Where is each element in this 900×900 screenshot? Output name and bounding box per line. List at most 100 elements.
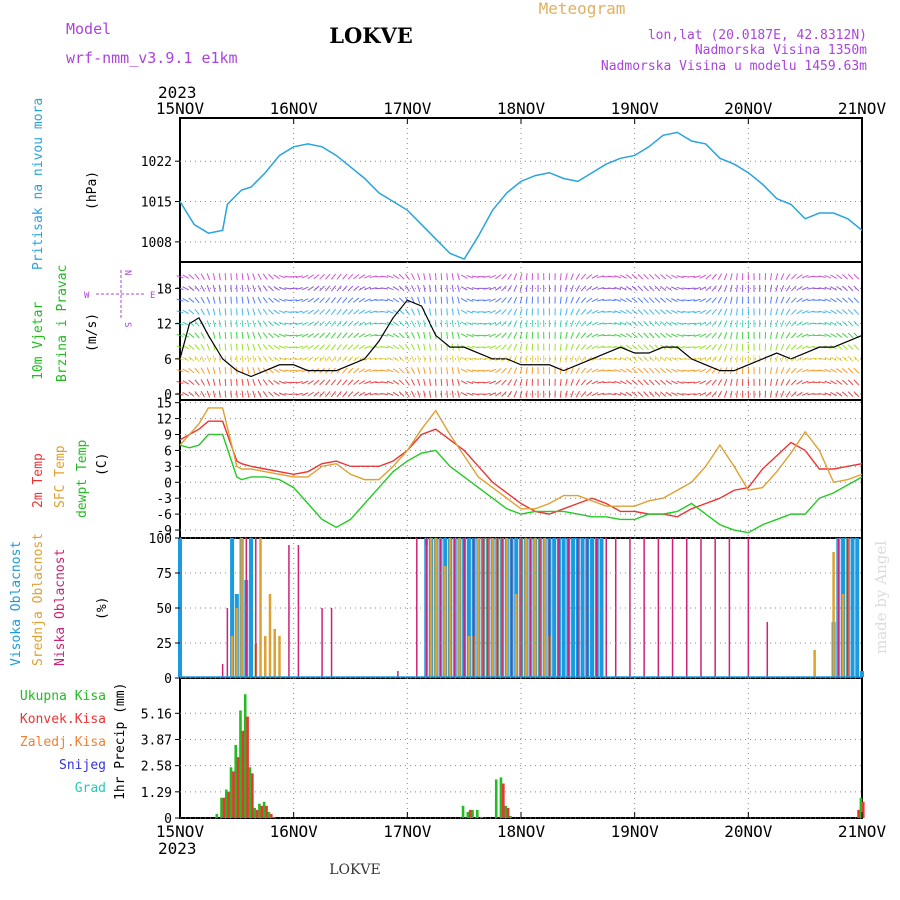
wind-arrow [218,308,221,316]
wind-arrow [501,309,507,315]
wind-arrow [841,273,848,280]
wind-arrow [423,343,426,351]
wind-arrow [200,355,205,363]
wind-arrow [336,355,342,362]
wind-arrow [614,369,622,373]
wind-arrow [268,309,274,315]
wind-arrow [353,297,360,303]
wind-arrow [693,298,701,302]
wind-arrow [257,308,262,316]
wind-arrow [336,273,342,280]
wind-arrow [212,378,216,386]
wind-arrow [313,344,320,350]
day-label: 15NOV [156,822,205,841]
cloud-mid-bar [268,594,272,677]
wind-arrow [841,356,848,362]
wind-arrow [398,285,405,292]
wind-arrow [525,343,528,351]
wind-arrow [501,379,507,386]
wind-arrow [785,273,791,280]
wind-arrow [325,285,331,292]
wind-arrow [796,333,803,338]
wind-arrow [730,284,733,292]
wind-arrow [200,285,205,292]
wind-arrow [466,368,474,373]
wind-arrow [194,320,200,327]
wind-arrow [643,379,649,386]
wind-arrow [519,273,523,281]
wind-arrow [660,332,667,339]
wind-arrow [241,296,244,304]
wind-arrow [565,296,568,304]
wind-arrow [268,344,274,350]
wind-arrow [236,273,238,281]
wind-arrow [347,367,354,374]
wind-arrow [507,390,512,398]
wind-arrow [770,343,773,351]
wind-arrow [559,296,562,304]
wind-arrow [423,320,426,328]
wind-arrow [386,333,394,338]
wind-arrow [241,343,244,351]
y-tick-label: 6 [164,444,172,459]
wind-arrow [619,392,627,397]
wind-arrow [236,343,238,351]
wind-arrow [775,343,779,351]
wind-arrow [824,392,832,396]
wind-arrow [824,333,832,338]
wind-arrow [347,332,354,339]
wind-arrow [398,273,405,280]
wind-arrow [206,296,211,304]
wind-arrow [188,356,195,362]
wind-arrow [252,331,256,339]
cloud-low-bar [472,538,475,677]
day-labels-bottom: 15NOV 16NOV 17NOV 18NOV 19NOV 20NOV 21NOV [156,822,887,841]
wind-arrow [188,391,195,397]
compass-n: N [122,270,132,275]
temp-unit: (C) [95,453,110,476]
wind-arrow [466,298,474,302]
wind-arrow [780,378,785,386]
wind-arrow [711,273,717,280]
wind-arrow [369,357,377,361]
wind-arrow [404,367,410,374]
wind-arrow [625,391,633,397]
wind-arrow [325,297,331,304]
wind-arrow [591,286,599,291]
cloud-high-bar [249,538,254,677]
y-tick-label: 75 [156,567,172,582]
wind-arrow [483,345,491,349]
wind-arrow [457,296,460,304]
wind-arrow [483,357,491,361]
wind-arrow [212,367,216,375]
cloud-mid-bar [448,538,452,677]
wind-arrow [723,273,728,281]
y-tick-label: 3 [164,460,172,475]
wind-arrow [257,296,262,304]
wind-arrow [705,332,712,338]
wind-arrow [586,344,593,350]
wind-arrow [631,379,638,386]
wind-arrow [830,309,837,315]
wind-arrow [206,273,211,281]
wind-arrow [643,332,649,339]
wind-arrow [570,390,574,398]
wind-arrow [711,379,717,386]
wind-arrow [770,331,773,339]
cloud-low-bar [297,545,300,677]
wind-arrow [466,310,474,314]
wind-arrow [417,367,421,375]
wind-arrow [273,344,280,350]
wind-arrow [273,321,280,326]
cloud-unit: (%) [95,597,110,620]
wind-arrow [770,308,773,316]
wind-title-1: 10m Vjetar [31,302,46,380]
wind-arrow [342,308,348,315]
pressure-title: Pritisak na nivou mora [31,98,46,270]
y-tick-label: -3 [156,492,172,507]
wind-arrow [176,380,184,384]
day-label: 15NOV [156,99,205,118]
wind-arrow [489,333,496,338]
wind-arrow [841,309,848,315]
wind-arrow [790,320,797,327]
